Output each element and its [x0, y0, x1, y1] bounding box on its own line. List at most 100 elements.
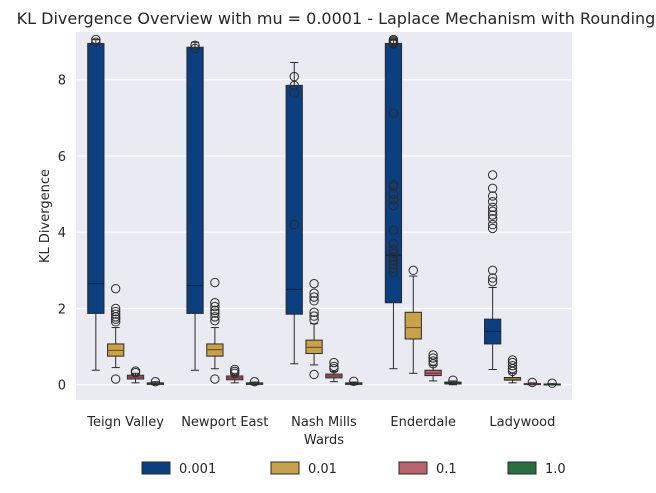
outlier-point — [210, 277, 220, 288]
outlier-point — [309, 311, 319, 321]
outlier-point — [309, 307, 319, 317]
box-0.01-teign-valley — [107, 283, 125, 384]
box-0.001-enderdale — [384, 34, 403, 370]
outlier-point — [210, 298, 220, 308]
outlier-point — [487, 265, 498, 276]
box-0.001-nash-mills — [285, 62, 303, 365]
outlier-point — [388, 248, 399, 258]
x-tick-label: Teign Valley — [86, 415, 164, 430]
box-0.01-enderdale — [404, 265, 422, 374]
legend: 0.001 0.01 0.1 1.0 — [141, 461, 566, 477]
outlier-point — [487, 170, 498, 180]
y-axis-label: KL Divergence — [38, 169, 53, 263]
y-axis-ticks: 0 2 4 6 8 — [58, 74, 66, 394]
outlier-point — [289, 71, 299, 82]
legend-swatch — [398, 461, 428, 475]
x-axis-ticks: Teign Valley Newport East Nash Mills Enderd… — [86, 415, 555, 430]
outlier-point — [289, 219, 299, 230]
x-tick-label: Enderdale — [390, 415, 456, 430]
box-iqr — [87, 42, 105, 314]
outlier-point — [190, 40, 200, 51]
box-1.0-nash-mills — [345, 376, 363, 387]
box-0.01-newport-east — [206, 277, 224, 384]
outlier-point — [388, 189, 399, 199]
box-iqr — [186, 46, 204, 314]
legend-label: 0.001 — [179, 462, 216, 477]
box-iqr — [404, 311, 422, 340]
outlier-point — [527, 377, 538, 388]
outlier-point — [388, 259, 399, 270]
outlier-point — [309, 292, 319, 302]
outlier-point — [110, 374, 121, 384]
outlier-point — [388, 252, 399, 262]
outlier-point — [210, 308, 220, 318]
plot-background — [76, 32, 572, 400]
y-tick-label: 4 — [58, 226, 66, 241]
outlier-point — [329, 364, 339, 374]
box-0.01-ladywood — [503, 355, 522, 384]
legend-swatch — [141, 461, 171, 475]
outlier-point — [388, 200, 399, 211]
outlier-point — [388, 195, 399, 205]
outlier-point — [428, 350, 438, 360]
outlier-point — [487, 210, 498, 220]
legend-label: 0.1 — [436, 462, 457, 477]
outlier-point — [110, 306, 121, 317]
legend-label: 0.01 — [308, 462, 337, 477]
outlier-point — [309, 288, 319, 298]
outlier-point — [210, 312, 220, 322]
outlier-point — [408, 265, 418, 276]
outlier-point — [110, 314, 121, 324]
outlier-point — [210, 315, 220, 326]
outlier-point — [329, 357, 339, 368]
outlier-point — [230, 364, 240, 375]
x-tick-label: Ladywood — [489, 415, 555, 430]
outlier-point — [210, 301, 220, 312]
outlier-point — [210, 305, 220, 316]
outlier-point — [110, 283, 121, 294]
chart-title: KL Divergence Overview with mu = 0.0001 … — [17, 9, 656, 28]
box-0.1-ladywood — [523, 377, 541, 388]
legend-swatch — [507, 461, 537, 475]
outlier-point — [487, 206, 498, 216]
y-tick-label: 2 — [58, 302, 66, 317]
outlier-point — [130, 366, 141, 376]
outlier-point — [507, 357, 518, 368]
box-1.0-enderdale — [444, 375, 462, 386]
outlier-point — [388, 244, 399, 255]
x-tick-label: Nash Mills — [291, 415, 357, 430]
outlier-point — [249, 376, 260, 387]
y-tick-label: 6 — [58, 150, 66, 165]
outlier-point — [428, 353, 438, 363]
outlier-point — [448, 375, 458, 385]
outlier-point — [110, 309, 121, 319]
outlier-point — [487, 191, 498, 201]
box-0.001-newport-east — [186, 40, 204, 371]
box-0.1-teign-valley — [126, 366, 145, 384]
outlier-point — [547, 378, 557, 388]
outlier-point — [91, 34, 101, 45]
y-tick-label: 8 — [58, 74, 66, 89]
outlier-point — [110, 317, 121, 327]
outlier-point — [487, 223, 498, 234]
outlier-point — [487, 183, 498, 194]
legend-swatch — [270, 461, 300, 475]
legend-label: 1.0 — [545, 462, 566, 477]
outlier-point — [487, 214, 498, 224]
outlier-point — [388, 108, 399, 118]
box-0.001-ladywood — [484, 170, 502, 370]
outlier-point — [487, 273, 498, 283]
box-1.0-ladywood — [543, 378, 561, 388]
outlier-point — [428, 356, 438, 366]
outlier-point — [210, 374, 220, 384]
outlier-point — [507, 355, 518, 365]
outlier-point — [309, 278, 319, 289]
outlier-point — [289, 88, 299, 98]
grid-lines — [76, 79, 572, 386]
outlier-point — [309, 296, 319, 306]
box-0.001-teign-valley — [87, 34, 105, 371]
y-tick-label: 0 — [58, 379, 66, 394]
outlier-point — [487, 277, 498, 287]
outlier-point — [388, 267, 399, 277]
